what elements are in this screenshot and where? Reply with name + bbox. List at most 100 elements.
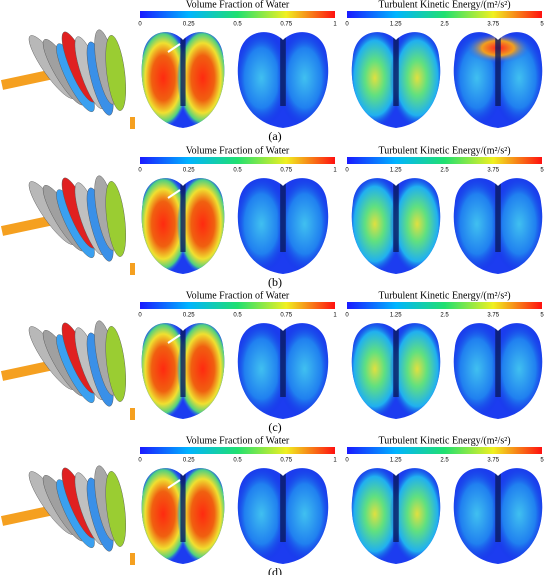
- arrow: [167, 334, 181, 344]
- colorbar-tick: 5: [540, 22, 544, 28]
- contour-fill: [351, 323, 441, 419]
- contour-fill: [237, 178, 329, 274]
- stub: [130, 263, 135, 275]
- lobe: [351, 32, 403, 128]
- colorbar-tick: 0: [345, 458, 349, 464]
- colorbar-tick: 0.5: [233, 313, 242, 319]
- colorbar-tick: 3.75: [487, 313, 499, 319]
- colorbar-tick: 2.5: [440, 313, 449, 319]
- colorbar-tick: 0.5: [233, 458, 242, 464]
- colorbar-tick: 0.75: [280, 313, 292, 319]
- contour-fill: [237, 468, 329, 564]
- arrow: [167, 479, 181, 489]
- contour-image: [453, 178, 543, 274]
- lobe: [176, 323, 225, 419]
- lobe: [389, 323, 441, 419]
- contour-image: [237, 468, 329, 564]
- colorbar-tick: 5: [540, 458, 544, 464]
- colorbar-tick: 1.25: [390, 313, 402, 319]
- colorbar-title: Volume Fraction of Water: [186, 145, 290, 156]
- panel-label: (c): [268, 420, 281, 434]
- contour-image: [453, 323, 543, 419]
- colorbar-tick: 0.75: [280, 168, 292, 174]
- colorbar-tick: 0.25: [183, 313, 195, 319]
- colorbar-tick: 0.25: [183, 458, 195, 464]
- contour-fill: [237, 323, 329, 419]
- contour-fill: [453, 468, 543, 564]
- turbine-image: [0, 465, 135, 565]
- contour-image: [237, 178, 329, 274]
- lobe: [176, 32, 225, 128]
- contour-image: [237, 323, 329, 419]
- lobe: [237, 468, 290, 564]
- lobe: [141, 178, 190, 274]
- divider: [393, 472, 399, 542]
- stub: [130, 117, 135, 129]
- colorbar-tick: 1: [333, 458, 337, 464]
- contour-image: [351, 32, 441, 128]
- turbine-image: [0, 320, 135, 420]
- colorbar-title: Turbulent Kinetic Energy/(m²/s²): [378, 145, 510, 156]
- lobe: [491, 468, 543, 564]
- contour-image: [141, 178, 225, 274]
- colorbar-tick: 1.25: [390, 22, 402, 28]
- colorbar: [347, 447, 542, 454]
- colorbar-tick: 1.25: [390, 458, 402, 464]
- contour-fill: [351, 468, 441, 564]
- contour-fill: [237, 32, 329, 128]
- colorbar-tick: 1: [333, 168, 337, 174]
- colorbar-tick: 3.75: [487, 458, 499, 464]
- lobe: [237, 178, 290, 274]
- lobe: [389, 32, 441, 128]
- contour-fill: [453, 178, 543, 274]
- divider: [495, 36, 501, 106]
- colorbar-title: Turbulent Kinetic Energy/(m²/s²): [378, 290, 510, 301]
- lobe: [453, 323, 505, 419]
- colorbar-tick: 0: [345, 313, 349, 319]
- lobe: [491, 178, 543, 274]
- colorbar-tick: 0.75: [280, 22, 292, 28]
- lobe: [351, 468, 403, 564]
- colorbar-title: Turbulent Kinetic Energy/(m²/s²): [378, 435, 510, 446]
- contour-image: [237, 32, 329, 128]
- colorbar-tick: 2.5: [440, 22, 449, 28]
- lobe: [453, 468, 505, 564]
- divider: [280, 182, 286, 252]
- divider: [280, 472, 286, 542]
- contour-fill: [141, 178, 225, 274]
- lobe: [276, 323, 329, 419]
- colorbar: [347, 11, 542, 18]
- divider: [180, 472, 186, 542]
- colorbar-tick: 0: [345, 168, 349, 174]
- lobe: [276, 32, 329, 128]
- divider: [180, 182, 186, 252]
- lobe: [351, 178, 403, 274]
- blade: [105, 326, 126, 402]
- turbine-image: [0, 175, 135, 275]
- colorbar-tick: 1.25: [390, 168, 402, 174]
- divider: [180, 327, 186, 397]
- stub: [130, 553, 135, 565]
- colorbar-tick: 1: [333, 313, 337, 319]
- contour-image: [141, 323, 225, 419]
- lobe: [141, 32, 190, 128]
- colorbar: [140, 157, 335, 164]
- colorbar-title: Volume Fraction of Water: [186, 0, 290, 10]
- colorbar-tick: 0.5: [233, 168, 242, 174]
- contour-fill: [453, 323, 543, 419]
- colorbar-title: Turbulent Kinetic Energy/(m²/s²): [378, 0, 510, 10]
- lobe: [276, 178, 329, 274]
- lobe: [141, 468, 190, 564]
- colorbar-tick: 5: [540, 313, 544, 319]
- lobe: [453, 178, 505, 274]
- colorbar-title: Volume Fraction of Water: [186, 435, 290, 446]
- blade: [105, 181, 126, 257]
- contour-fill: [141, 323, 225, 419]
- stub: [130, 408, 135, 420]
- colorbar: [140, 302, 335, 309]
- colorbar-tick: 0.75: [280, 458, 292, 464]
- colorbar: [140, 447, 335, 454]
- lobe: [491, 323, 543, 419]
- contour-image: [141, 32, 225, 128]
